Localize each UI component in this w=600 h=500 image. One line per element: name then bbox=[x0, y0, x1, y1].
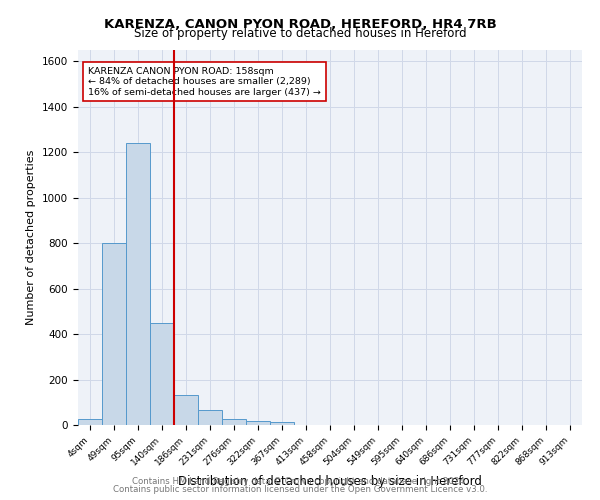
Text: Size of property relative to detached houses in Hereford: Size of property relative to detached ho… bbox=[134, 28, 466, 40]
Bar bbox=[270, 422, 294, 425]
Text: KARENZA CANON PYON ROAD: 158sqm
← 84% of detached houses are smaller (2,289)
16%: KARENZA CANON PYON ROAD: 158sqm ← 84% of… bbox=[88, 67, 321, 96]
Bar bbox=[246, 421, 270, 425]
Bar bbox=[174, 396, 198, 425]
Bar bbox=[102, 243, 126, 425]
Bar bbox=[78, 420, 102, 425]
Bar bbox=[150, 322, 174, 425]
Text: Contains HM Land Registry data © Crown copyright and database right 2024.: Contains HM Land Registry data © Crown c… bbox=[132, 477, 468, 486]
Text: KARENZA, CANON PYON ROAD, HEREFORD, HR4 7RB: KARENZA, CANON PYON ROAD, HEREFORD, HR4 … bbox=[104, 18, 496, 30]
Text: Contains public sector information licensed under the Open Government Licence v3: Contains public sector information licen… bbox=[113, 484, 487, 494]
Bar bbox=[222, 418, 246, 425]
Y-axis label: Number of detached properties: Number of detached properties bbox=[26, 150, 37, 325]
X-axis label: Distribution of detached houses by size in Hereford: Distribution of detached houses by size … bbox=[178, 475, 482, 488]
Bar bbox=[198, 410, 222, 425]
Bar bbox=[126, 143, 150, 425]
